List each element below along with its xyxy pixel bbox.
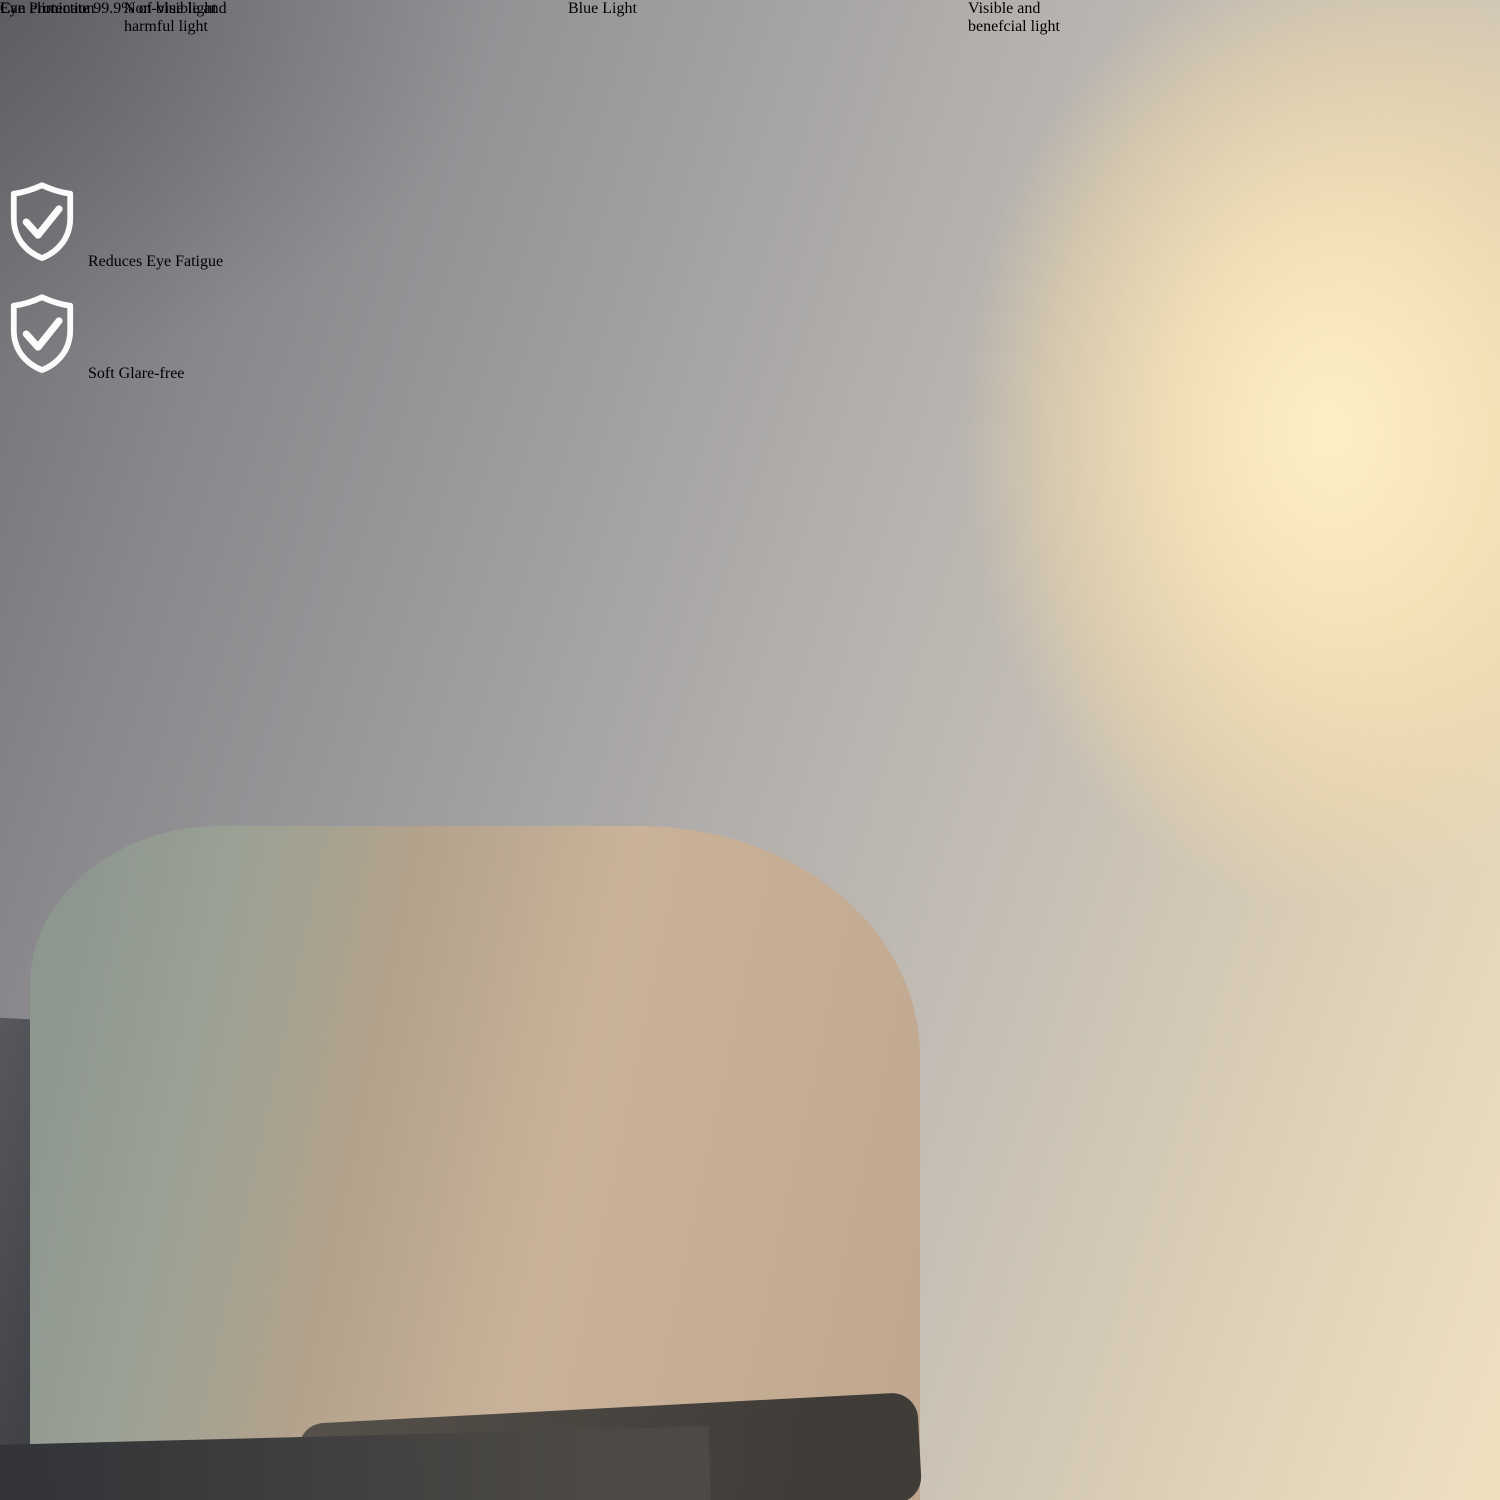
spectrum-label-bluelight: Blue Light xyxy=(568,0,637,18)
spectrum-label-visible: Visible and benefcial light xyxy=(968,0,1060,36)
page-title: Eye Protection xyxy=(0,0,95,17)
spectrum-caption: Can eliminate 99.9% of blue light xyxy=(0,0,217,17)
feature-row-1: Reduces Eye Fatigue xyxy=(0,178,223,271)
label-line: Visible and xyxy=(968,0,1041,17)
label-line: Blue Light xyxy=(568,0,637,17)
label-line: benefcial light xyxy=(968,18,1060,35)
label-line: harmful light xyxy=(124,18,208,35)
feature-label: Reduces Eye Fatigue xyxy=(88,253,224,270)
blanket xyxy=(820,1372,1500,1500)
label-line: Non-visible and xyxy=(124,0,227,17)
feature-row-2: Soft Glare-free xyxy=(0,290,184,383)
shield-check-icon xyxy=(0,182,88,270)
spectrum-label-nonvisible: Non-visible and harmful light xyxy=(124,0,227,36)
shield-check-icon xyxy=(0,294,88,382)
feature-label: Soft Glare-free xyxy=(88,365,185,382)
corner-shadow xyxy=(0,0,700,600)
man-shirt xyxy=(30,826,920,1500)
